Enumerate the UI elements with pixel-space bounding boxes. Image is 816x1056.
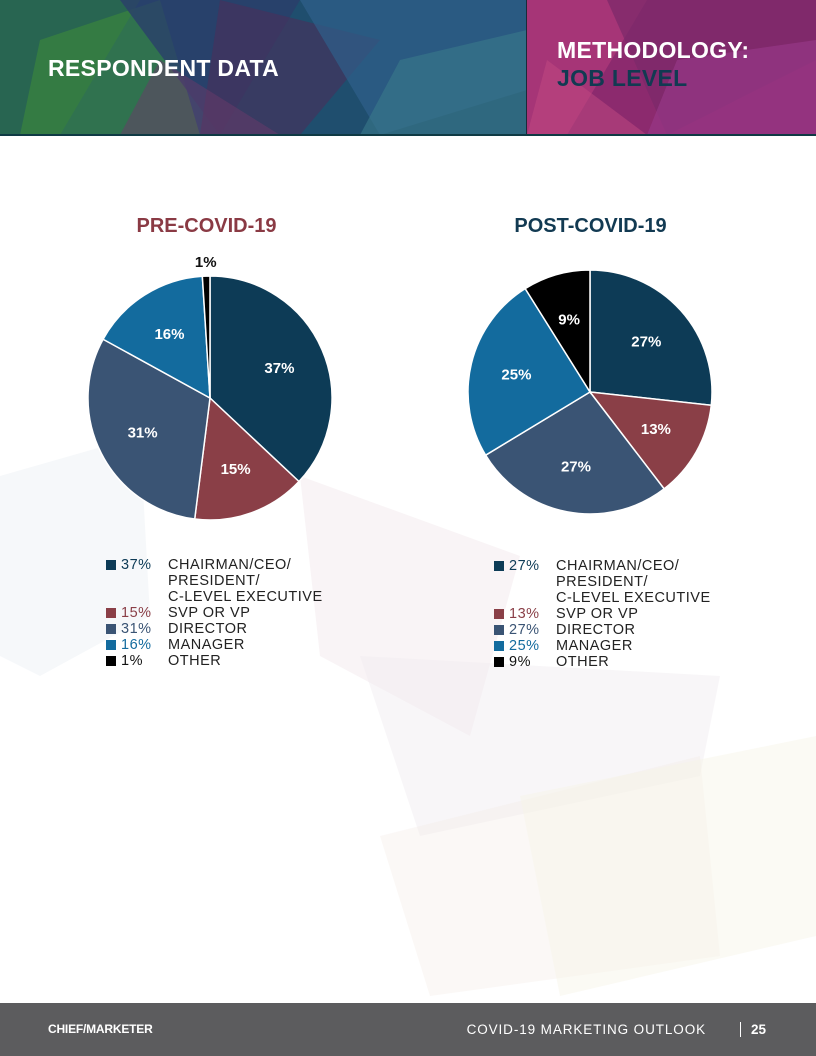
pre-covid-legend-label-chairman: CHAIRMAN/CEO/ PRESIDENT/ C-LEVEL EXECUTI… [168,557,323,605]
post-covid-legend-label-other: OTHER [556,654,610,670]
post-covid-legend-pct-chairman: 27% [509,558,540,574]
post-covid-slice-manager [467,287,592,457]
header-pattern-right [527,0,816,135]
methodology-title: METHODOLOGY: [557,37,750,63]
pre-covid-legend-item-svp-vp: 15% SVP OR VP [106,605,343,621]
pre-covid-legend-pct-svp-vp: 15% [121,605,152,621]
pre-covid-legend-swatch-manager [106,640,116,650]
post-covid-legend-label-manager: MANAGER [556,638,633,654]
post-covid-legend-item-chairman: 27% CHAIRMAN/CEO/ PRESIDENT/ C-LEVEL EXEC… [494,558,731,606]
pre-covid-slice-svp-vp [193,396,300,521]
post-covid-legend-label-director: DIRECTOR [556,622,636,638]
pre-covid-legend-label-director: DIRECTOR [168,621,248,637]
post-covid-legend: 27% CHAIRMAN/CEO/ PRESIDENT/ C-LEVEL EXEC… [494,558,731,670]
post-covid-legend-swatch-manager [494,641,504,651]
post-covid-legend-label-chairman: CHAIRMAN/CEO/ PRESIDENT/ C-LEVEL EXECUTI… [556,558,711,606]
pre-covid-slice-manager [102,275,211,400]
pre-covid-legend-label-svp-vp: SVP OR VP [168,605,251,621]
post-covid-slice-director [484,391,666,515]
post-covid-chart-title: POST-COVID-19 [514,215,667,237]
section-title: RESPONDENT DATA [48,55,280,81]
pre-covid-legend-label-other: OTHER [168,653,222,669]
pre-covid-slice-director [87,338,211,520]
footer-divider [740,1022,741,1037]
post-covid-legend-swatch-svp-vp [494,609,504,619]
footer: CHIEF/MARKETER COVID-19 MARKETING OUTLOO… [0,1003,816,1056]
pre-covid-legend-swatch-director [106,624,116,634]
pre-covid-legend-pct-chairman: 37% [121,557,152,573]
header-banner-right [527,0,816,135]
pre-covid-legend-label-manager: MANAGER [168,637,245,653]
pre-covid-legend-pct-director: 31% [121,621,152,637]
chief-marketer-logo: CHIEF/MARKETER [48,1022,153,1036]
pre-covid-legend-pct-other: 1% [121,653,143,669]
post-covid-pie-chart: 27% 13% 27% 25% 9% [467,269,713,515]
post-covid-legend-item-manager: 25% MANAGER [494,638,731,654]
post-covid-legend-label-svp-vp: SVP OR VP [556,606,639,622]
post-covid-legend-item-director: 27% DIRECTOR [494,622,731,638]
pre-covid-legend-item-other: 1% OTHER [106,653,343,669]
pre-covid-slice-other [201,275,211,399]
post-covid-legend-item-other: 9% OTHER [494,654,731,670]
post-covid-legend-swatch-director [494,625,504,635]
pre-covid-label-other: 1% [195,254,217,271]
post-covid-label-director: 27% [561,458,591,475]
pre-covid-slice-chairman [209,275,333,483]
post-covid-legend-pct-manager: 25% [509,638,540,654]
post-covid-label-other: 9% [558,311,580,328]
header-bottom-rule [0,134,816,136]
post-covid-legend-item-svp-vp: 13% SVP OR VP [494,606,731,622]
post-covid-legend-pct-other: 9% [509,654,531,670]
methodology-subtitle: JOB LEVEL [557,65,688,91]
pre-covid-legend: 37% CHAIRMAN/CEO/ PRESIDENT/ C-LEVEL EXEC… [106,557,343,669]
header-banner-left [0,0,527,135]
pre-covid-legend-swatch-chairman [106,560,116,570]
pre-covid-label-svp-vp: 15% [221,461,251,478]
post-covid-label-svp-vp: 13% [641,421,671,438]
post-covid-label-manager: 25% [501,367,531,384]
pre-covid-label-chairman: 37% [264,360,294,377]
pre-covid-legend-pct-manager: 16% [121,637,152,653]
header-pattern-left [0,0,527,135]
pre-covid-label-manager: 16% [154,326,184,343]
pre-covid-legend-item-chairman: 37% CHAIRMAN/CEO/ PRESIDENT/ C-LEVEL EXEC… [106,557,343,605]
pre-covid-legend-swatch-other [106,656,116,666]
header-separator [526,0,527,135]
post-covid-legend-swatch-other [494,657,504,667]
report-name: COVID-19 MARKETING OUTLOOK [466,1022,706,1037]
pre-covid-legend-item-director: 31% DIRECTOR [106,621,343,637]
pre-covid-pie-chart: 37% 15% 31% 16% 1% [87,254,333,521]
post-covid-slice-other [524,269,591,395]
post-covid-legend-swatch-chairman [494,561,504,571]
post-covid-legend-pct-director: 27% [509,622,540,638]
post-covid-slice-svp-vp [588,391,713,490]
post-covid-slice-chairman [589,269,713,407]
page-number: 25 [751,1022,767,1037]
pre-covid-legend-item-manager: 16% MANAGER [106,637,343,653]
post-covid-legend-pct-svp-vp: 13% [509,606,540,622]
post-covid-label-chairman: 27% [631,334,661,351]
pre-covid-legend-swatch-svp-vp [106,608,116,618]
pre-covid-chart-title: PRE-COVID-19 [136,215,277,237]
pre-covid-label-director: 31% [128,424,158,441]
